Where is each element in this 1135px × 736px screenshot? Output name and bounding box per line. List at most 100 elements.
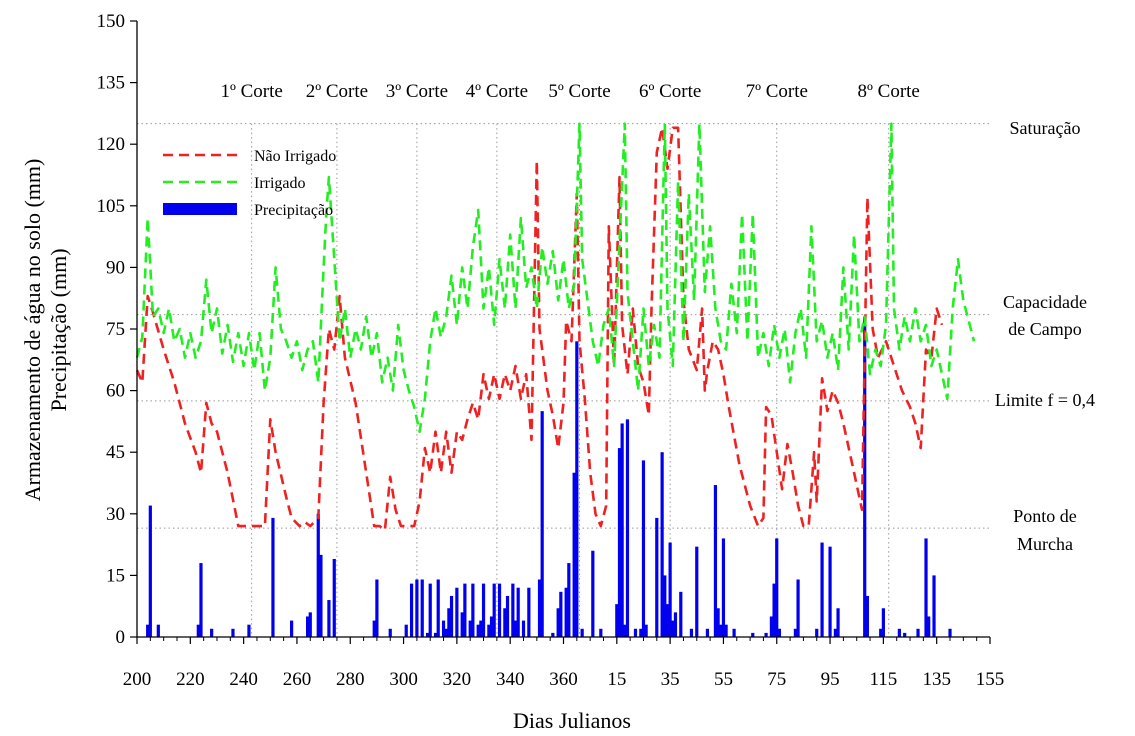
cut-labels: 1º Corte 2º Corte 3º Corte 4º Corte 5º Corte… (220, 81, 919, 102)
precipitation-bar (599, 628, 603, 637)
reference-label: Limite f = 0,4 (995, 390, 1095, 410)
precipitation-bar (487, 624, 491, 637)
precipitation-bar (521, 620, 526, 637)
x-tick-label: 135 (922, 669, 951, 690)
precipitation-bar (420, 579, 424, 637)
x-tick-label: 55 (714, 669, 733, 690)
precipitation-bar (471, 583, 475, 637)
cut-label: 7º Corte (746, 81, 808, 102)
y-tick-label: 120 (97, 134, 126, 155)
precipitation-bar (668, 542, 672, 637)
legend-label: Não Irrigado (254, 148, 336, 165)
legend-swatch-precipitacao (163, 203, 237, 215)
precipitation-bar (540, 411, 544, 637)
precipitation-bar (327, 600, 331, 637)
y-tick-label: 105 (97, 196, 126, 217)
precipitation-bar (567, 563, 571, 637)
reference-label: Saturação (1010, 118, 1081, 138)
y-tick-label: 30 (106, 504, 125, 525)
precipitation-bar (796, 579, 800, 637)
precipitation-bar (660, 452, 664, 637)
precipitation-bar (409, 583, 414, 637)
precipitation-bar (308, 612, 312, 637)
precipitation-bar (897, 628, 901, 637)
precipitation-bar (665, 604, 670, 637)
series-line-irrigado (135, 122, 976, 433)
precipitation-bar (433, 632, 438, 637)
y-tick-label: 15 (106, 565, 125, 586)
precipitation-bar (828, 546, 832, 637)
precipitation-bar (564, 587, 568, 637)
precipitation-bar (460, 612, 464, 637)
precipitation-bar (620, 423, 624, 637)
x-tick-label: 300 (389, 669, 418, 690)
precipitation-bar (497, 583, 502, 637)
x-tick-label: 240 (229, 669, 258, 690)
precipitation-bar (820, 542, 824, 637)
x-tick-label: 320 (443, 669, 472, 690)
precipitation-bar (449, 595, 454, 637)
precipitation-bar (695, 546, 699, 637)
y-axis-title-line-2: Precipitação (mm) (46, 248, 71, 411)
precipitation-bar (815, 628, 819, 637)
x-tick-label: 200 (123, 669, 152, 690)
x-tick-label: 95 (821, 669, 840, 690)
precipitation-bar (732, 628, 736, 637)
precipitation-bar (436, 579, 440, 637)
reference-label: Capacidade (1003, 292, 1087, 312)
precipitation-bar (199, 563, 203, 637)
precipitation-bar (476, 624, 480, 637)
precipitation-bar (689, 628, 694, 637)
precipitation-bar (769, 616, 774, 637)
precipitation-bar (777, 628, 782, 637)
precipitation-bar (615, 604, 619, 637)
y-tick-label: 0 (116, 627, 126, 648)
precipitation-bar (516, 587, 520, 637)
precipitation-bar (316, 513, 320, 637)
precipitation-bar (724, 624, 728, 637)
y-axis-title-line-1: Armazenamento de água no solo (mm) (20, 159, 45, 502)
legend-label: Precipitação (254, 202, 333, 219)
precipitation-bar (865, 595, 869, 637)
x-tick-label: 115 (869, 669, 897, 690)
precipitation-bar (481, 583, 486, 637)
y-axis-ticks: 0 15 30 45 60 75 90 105 120 135 150 (97, 11, 137, 648)
precipitation-bar (537, 579, 542, 637)
precipitation-bar (231, 628, 235, 637)
x-tick-label: 260 (283, 669, 312, 690)
cut-lines (251, 123, 890, 637)
precipitation-bar (881, 608, 885, 637)
precipitation-bar (591, 550, 595, 637)
precipitation-bar (455, 587, 459, 637)
precipitation-bar (764, 632, 768, 637)
cut-label: 6º Corte (639, 81, 701, 102)
precipitation-bar (503, 608, 507, 637)
precipitation-bar (793, 628, 798, 637)
precipitation-bar (721, 538, 726, 637)
precipitation-bar (927, 616, 931, 637)
y-tick-label: 75 (106, 319, 125, 340)
precipitation-bar (559, 591, 563, 637)
precipitation-bar (505, 595, 510, 637)
precipitation-bar (146, 624, 150, 637)
precipitation-bar (879, 628, 883, 637)
cut-label: 1º Corte (220, 81, 282, 102)
precipitation-bar (319, 554, 323, 637)
reference-label: Murcha (1017, 534, 1073, 554)
precipitation-bar (679, 591, 683, 637)
x-axis-title: Dias Julianos (513, 708, 631, 733)
cut-label: 8º Corte (858, 81, 920, 102)
reference-label: Ponto de (1013, 506, 1077, 526)
precipitation-bar (623, 624, 627, 637)
cut-label: 4º Corte (466, 81, 528, 102)
cut-label: 3º Corte (386, 81, 448, 102)
legend-label: Irrigado (254, 175, 306, 192)
precipitation-bar (833, 628, 837, 637)
precipitation-bar (716, 608, 720, 637)
cut-label: 5º Corte (548, 81, 610, 102)
x-tick-label: 220 (176, 669, 205, 690)
y-tick-label: 135 (97, 73, 126, 94)
precipitation-bar (705, 628, 710, 637)
precipitation-bar (655, 517, 659, 637)
reference-label: de Campo (1008, 319, 1082, 339)
